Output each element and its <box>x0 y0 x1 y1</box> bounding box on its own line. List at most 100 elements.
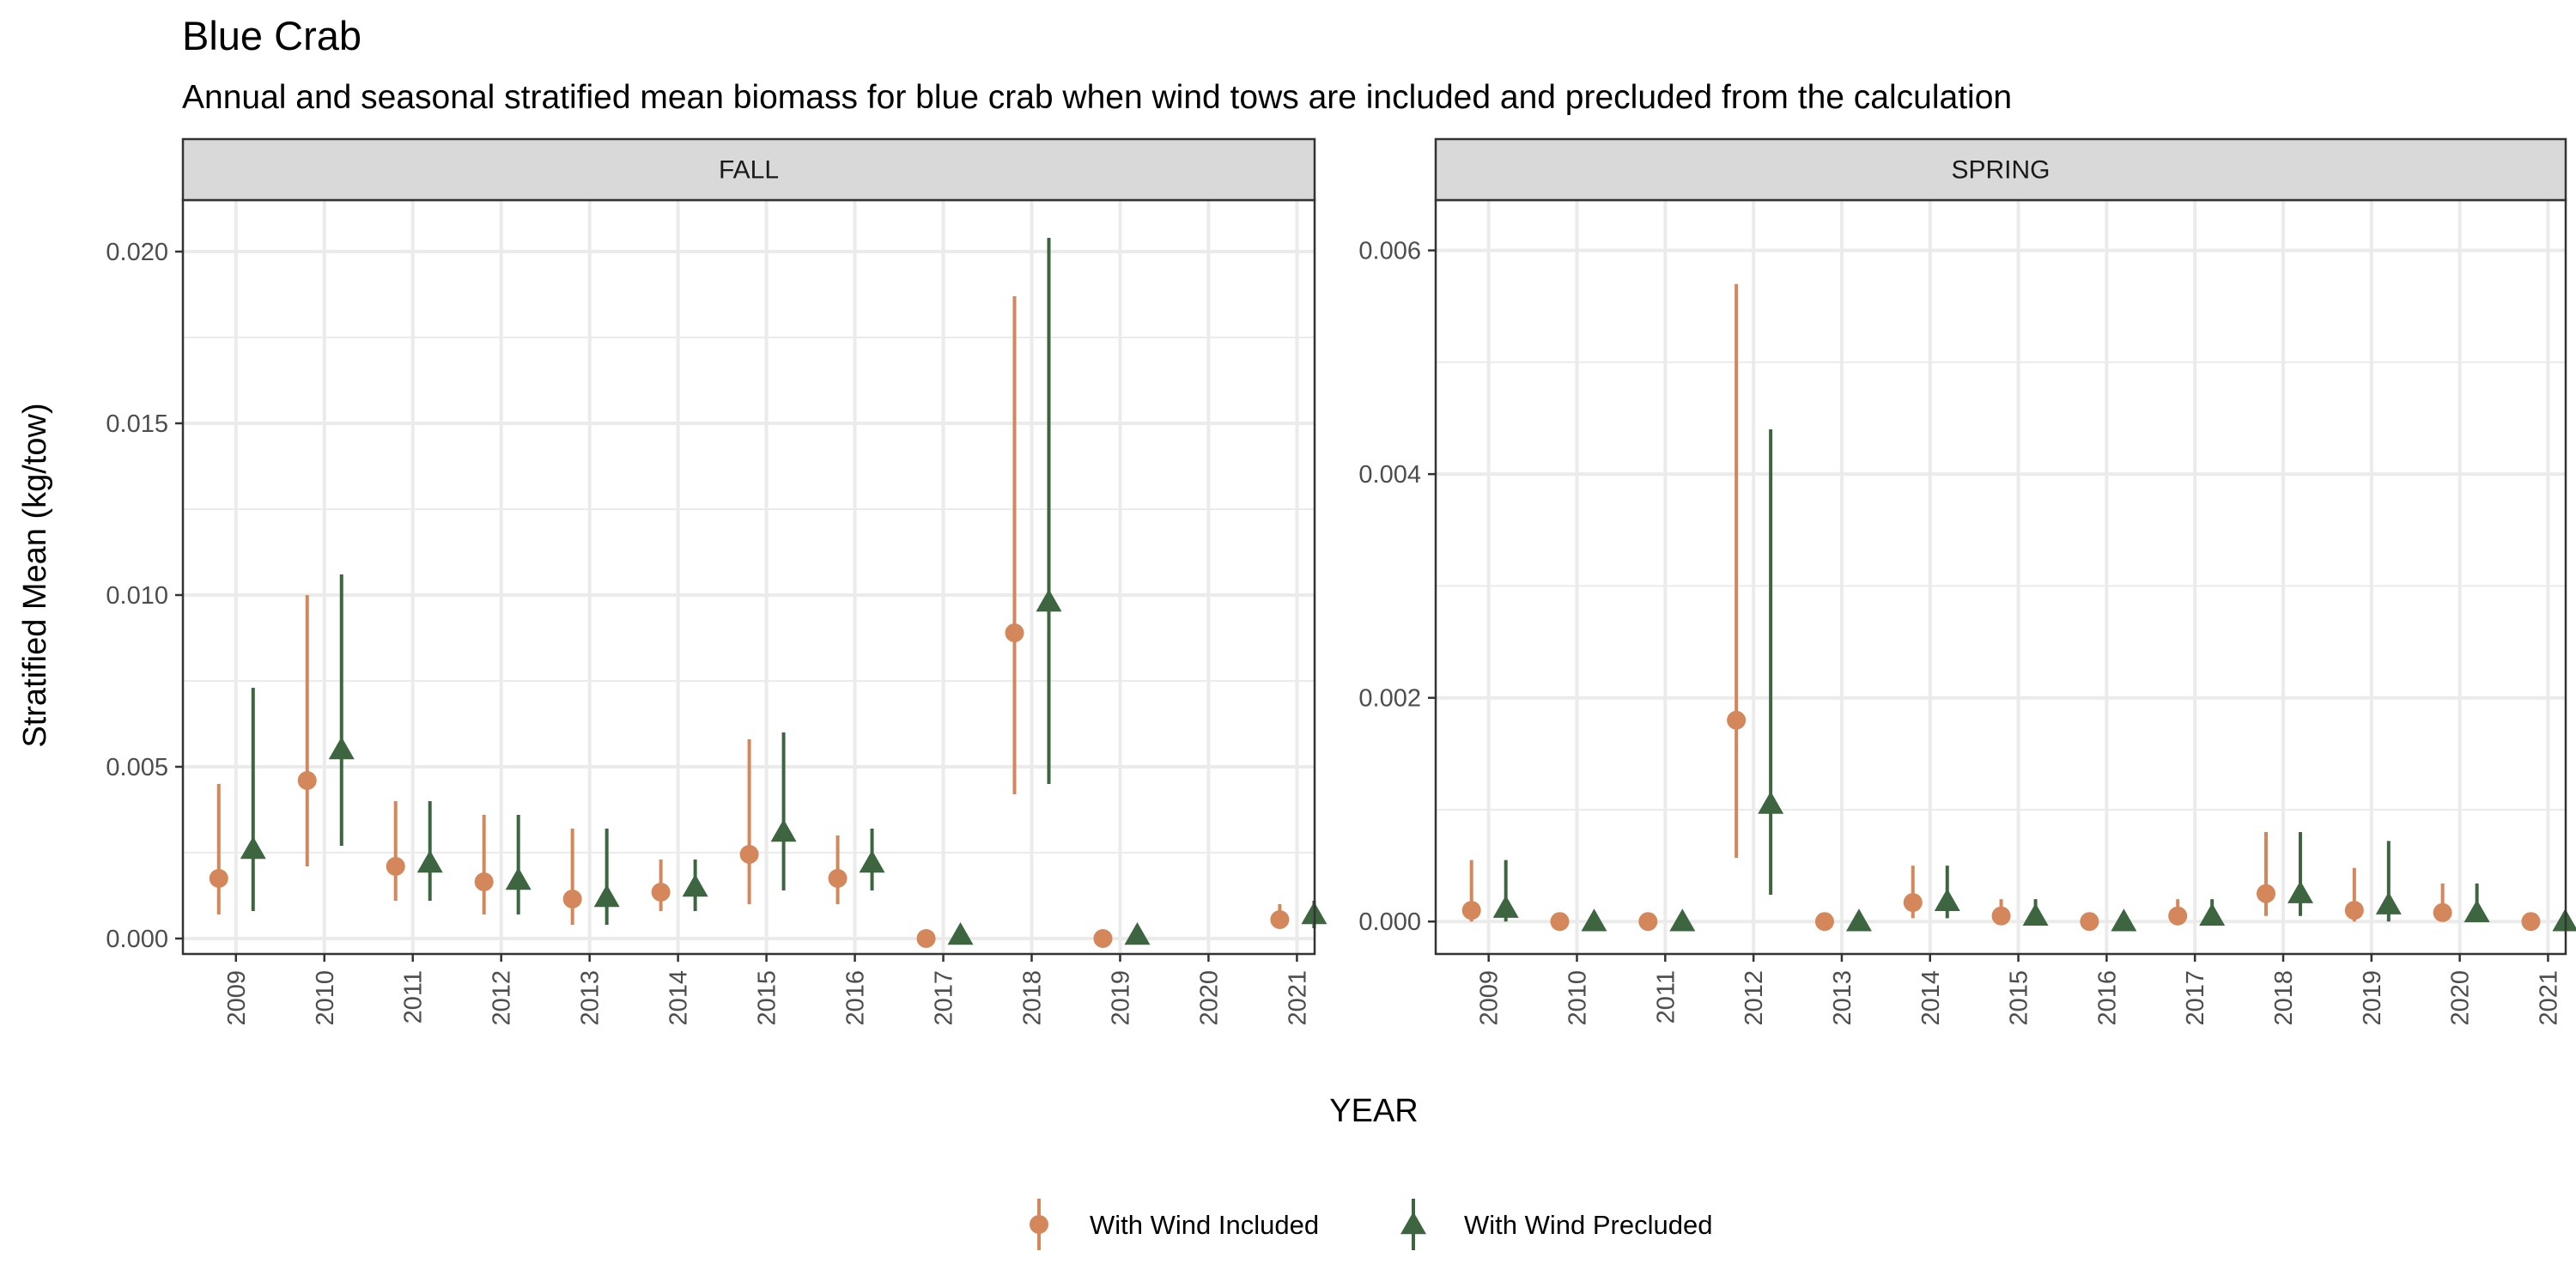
x-tick-label-fall: 2019 <box>1107 970 1134 1026</box>
point-spring-included <box>1903 893 1923 913</box>
point-fall-included <box>1005 623 1024 642</box>
x-tick-label-fall: 2020 <box>1195 970 1223 1026</box>
x-tick-label-fall: 2011 <box>400 970 428 1024</box>
x-tick-label-spring: 2018 <box>2270 970 2298 1026</box>
strip-label-spring: SPRING <box>1951 156 2050 185</box>
point-fall-included <box>1270 910 1290 929</box>
x-tick-label-spring: 2011 <box>1652 970 1680 1024</box>
x-tick-label-spring: 2013 <box>1829 970 1856 1026</box>
point-fall-precluded <box>505 867 532 890</box>
x-tick-label-spring: 2016 <box>2093 970 2121 1026</box>
point-spring-precluded <box>1845 908 1872 932</box>
x-tick-label-fall: 2010 <box>312 970 339 1026</box>
point-fall-precluded <box>328 737 355 760</box>
x-tick-label-spring: 2015 <box>2006 970 2033 1026</box>
point-spring-included <box>2433 902 2452 922</box>
y-tick-label-fall: 0.005 <box>106 754 168 781</box>
point-fall-included <box>209 869 228 888</box>
point-spring-included <box>1461 901 1481 920</box>
point-fall-included <box>1093 929 1113 948</box>
point-fall-precluded <box>1124 922 1151 945</box>
point-spring-precluded <box>2464 899 2490 923</box>
x-tick-label-fall: 2013 <box>577 970 605 1026</box>
point-fall-precluded <box>593 884 620 908</box>
point-fall-included <box>386 857 405 876</box>
chart-title: Blue Crab <box>182 13 361 58</box>
point-spring-included <box>1727 710 1747 730</box>
point-spring-precluded <box>2375 891 2402 914</box>
x-tick-label-spring: 2019 <box>2359 970 2386 1026</box>
panel-fall: 0.000 0.005 0.010 0.015 0.020 2009 2010 2011 201… <box>106 137 1327 1026</box>
point-fall-precluded <box>770 819 797 842</box>
x-tick-label-fall: 2017 <box>931 970 958 1026</box>
point-spring-included <box>1991 906 2011 926</box>
y-tick-label-spring: 0.006 <box>1358 238 1421 265</box>
y-tick-label-fall: 0.010 <box>106 582 168 610</box>
point-spring-precluded <box>2022 902 2049 926</box>
point-spring-included <box>1638 912 1658 932</box>
point-spring-included <box>1814 912 1834 932</box>
y-tick-label-fall: 0.020 <box>106 239 168 266</box>
x-tick-label-fall: 2015 <box>754 970 781 1026</box>
y-tick-label-spring: 0.004 <box>1358 461 1421 489</box>
point-fall-included <box>474 872 494 891</box>
strip-fall <box>181 137 1316 202</box>
point-spring-precluded <box>1669 908 1696 932</box>
y-tick-label-fall: 0.000 <box>106 926 168 953</box>
point-fall-precluded <box>240 836 266 860</box>
point-spring-included <box>2168 906 2188 926</box>
y-axis-title: Stratified Mean (kg/tow) <box>17 403 53 747</box>
strip-label-fall: FALL <box>719 156 779 185</box>
point-spring-precluded <box>2111 908 2137 932</box>
x-tick-label-fall: 2016 <box>842 970 870 1026</box>
chart-subtitle: Annual and seasonal stratified mean biom… <box>182 79 2012 116</box>
point-fall-included <box>916 929 936 948</box>
point-fall-included <box>651 883 671 902</box>
point-fall-precluded <box>859 850 885 873</box>
y-tick-label-spring: 0.000 <box>1358 908 1421 936</box>
point-spring-included <box>2344 901 2364 920</box>
point-fall-included <box>562 890 582 908</box>
point-spring-included <box>2521 912 2541 932</box>
strip-spring <box>1434 137 2567 202</box>
x-tick-label-spring: 2012 <box>1741 970 1768 1026</box>
point-fall-precluded <box>947 922 974 945</box>
x-tick-label-spring: 2017 <box>2182 970 2209 1026</box>
point-spring-precluded <box>1758 791 1784 814</box>
legend-key-circle <box>1030 1215 1048 1234</box>
point-spring-precluded <box>1934 888 1960 912</box>
x-tick-label-fall: 2009 <box>223 970 251 1026</box>
point-spring-precluded <box>1581 908 1607 932</box>
point-spring-included <box>2257 884 2275 903</box>
x-tick-label-spring: 2010 <box>1564 970 1592 1026</box>
x-tick-label-fall: 2021 <box>1284 970 1311 1026</box>
point-fall-precluded <box>416 850 443 873</box>
point-fall-included <box>297 771 317 790</box>
x-tick-label-spring: 2021 <box>2535 970 2562 1026</box>
point-spring-included <box>1550 912 1570 932</box>
point-fall-included <box>739 845 759 864</box>
x-axis-title: YEAR <box>1329 1093 1418 1129</box>
x-tick-label-fall: 2018 <box>1019 970 1047 1026</box>
legend-label-0: With Wind Included <box>1090 1210 1319 1240</box>
panel-background-spring <box>1436 200 2566 954</box>
legend-key-triangle <box>1400 1212 1426 1235</box>
y-tick-label-spring: 0.002 <box>1358 685 1421 713</box>
x-tick-label-fall: 2014 <box>665 970 693 1026</box>
legend-label-1: With Wind Precluded <box>1464 1210 1712 1240</box>
x-tick-label-spring: 2014 <box>1917 970 1945 1026</box>
point-fall-precluded <box>682 874 708 897</box>
x-tick-label-spring: 2020 <box>2447 970 2475 1026</box>
y-tick-label-fall: 0.015 <box>106 410 168 438</box>
panel-spring: 0.000 0.002 0.004 0.006 2009 2010 2011 2012 2013… <box>1358 137 2576 1026</box>
point-fall-included <box>828 869 848 888</box>
x-tick-label-fall: 2012 <box>489 970 516 1026</box>
x-tick-label-spring: 2009 <box>1476 970 1504 1026</box>
point-spring-included <box>2080 912 2099 932</box>
point-spring-precluded <box>2287 880 2313 903</box>
point-fall-precluded <box>1036 589 1062 612</box>
point-spring-precluded <box>2552 908 2576 932</box>
point-spring-precluded <box>2199 902 2226 926</box>
legend: With Wind Included With Wind Precluded <box>1030 1199 1712 1250</box>
